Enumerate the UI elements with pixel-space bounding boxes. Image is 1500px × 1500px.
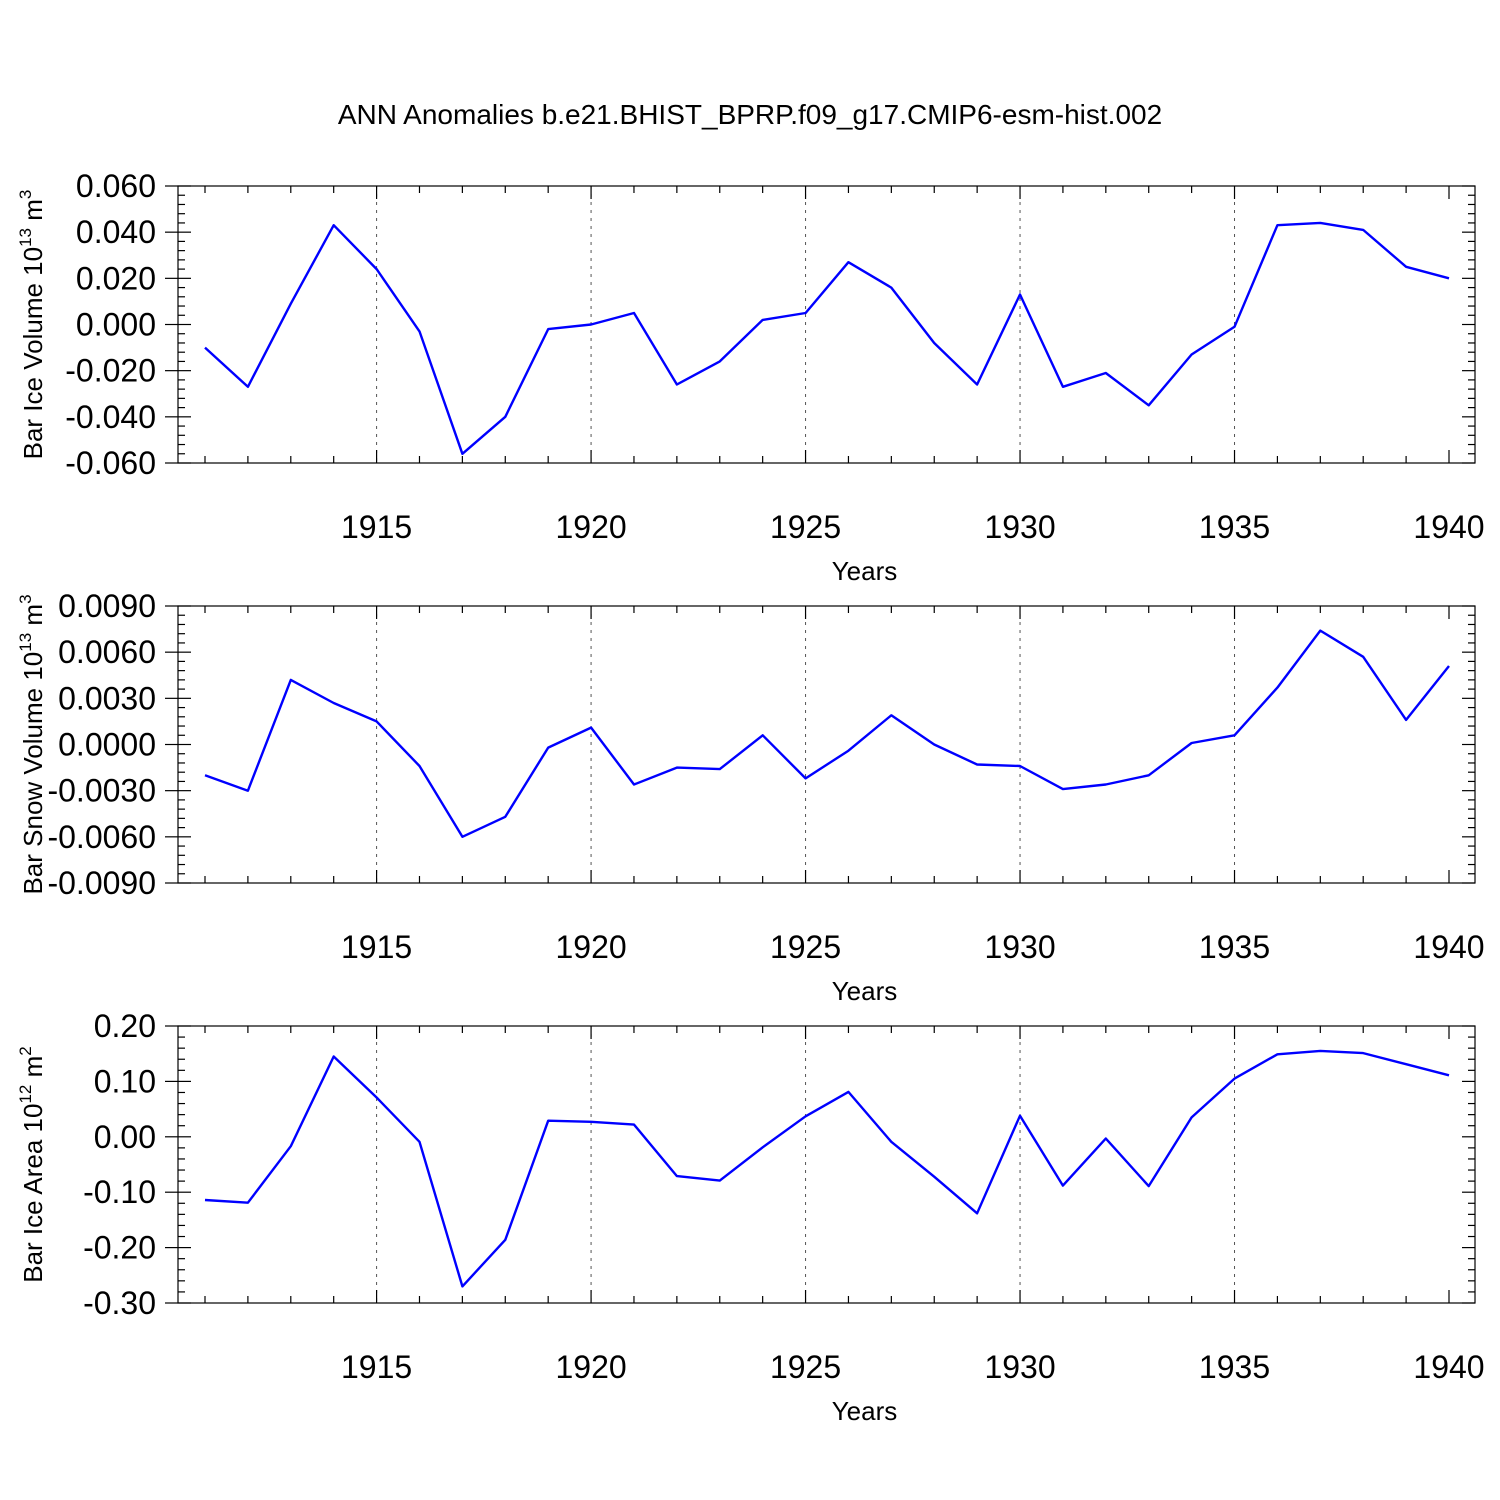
y-tick-label: 0.0090 <box>58 588 156 624</box>
y-axis-label-superscript: 2 <box>16 1046 35 1055</box>
y-tick-label: 0.20 <box>94 1008 156 1044</box>
series-line-ice-volume <box>204 221 1450 455</box>
y-axis-label-superscript: 3 <box>16 190 35 199</box>
x-tick-label: 1930 <box>984 509 1055 545</box>
y-axis-label-text: m <box>18 199 48 228</box>
x-tick-label: 1935 <box>1199 929 1270 965</box>
y-tick-label: 0.000 <box>76 307 156 343</box>
y-tick-label: -0.10 <box>83 1174 156 1210</box>
x-tick-label: 1915 <box>341 1349 412 1385</box>
x-tick-label: 1935 <box>1199 509 1270 545</box>
y-axis-label: Bar Ice Area 1012 m2 <box>16 1046 48 1283</box>
y-axis-label-text: m <box>18 604 48 633</box>
plot-frame-ice-volume <box>177 185 1476 464</box>
x-tick-label: 1920 <box>555 929 626 965</box>
x-axis-label: Years <box>832 1396 898 1426</box>
x-tick-label: 1915 <box>341 929 412 965</box>
y-tick-label: -0.0060 <box>47 819 156 855</box>
y-tick-label: -0.30 <box>83 1285 156 1321</box>
y-axis-label-superscript: 3 <box>16 594 35 603</box>
x-tick-label: 1925 <box>770 1349 841 1385</box>
y-tick-label: 0.0060 <box>58 634 156 670</box>
x-tick-label: 1940 <box>1413 929 1484 965</box>
panel-snow-volume: 1915 1920 1925 1930 1935 1940 0.0090 0.0060 0.00… <box>16 588 1485 1006</box>
y-axis-label-superscript: 13 <box>16 633 35 652</box>
y-axis-label-text: Bar Ice Area 10 <box>18 1104 48 1283</box>
x-tick-label: 1930 <box>984 1349 1055 1385</box>
series-line-ice-area <box>204 1049 1450 1288</box>
panel-ice-volume: 1915 1920 1925 1930 1935 1940 0.060 0.040 0.020 0… <box>16 168 1485 586</box>
x-tick-label: 1925 <box>770 509 841 545</box>
x-tick-label: 1940 <box>1413 509 1484 545</box>
figure-title: ANN Anomalies b.e21.BHIST_BPRP.f09_g17.C… <box>338 99 1162 130</box>
y-tick-label: -0.020 <box>65 353 156 389</box>
y-axis-label: Bar Snow Volume 1013 m3 <box>16 594 48 894</box>
x-tick-label: 1935 <box>1199 1349 1270 1385</box>
x-axis-label: Years <box>832 976 898 1006</box>
y-tick-label: -0.040 <box>65 399 156 435</box>
x-tick-label: 1940 <box>1413 1349 1484 1385</box>
y-axis-label-text: Bar Snow Volume 10 <box>18 652 48 895</box>
series-line-snow-volume <box>204 629 1450 838</box>
y-tick-label: -0.0090 <box>47 865 156 901</box>
x-axis-label: Years <box>832 556 898 586</box>
y-tick-label: 0.020 <box>76 260 156 296</box>
plot-frame-snow-volume <box>177 605 1476 884</box>
y-tick-label: 0.00 <box>94 1119 156 1155</box>
y-tick-label: -0.060 <box>65 445 156 481</box>
y-tick-label: -0.0030 <box>47 773 156 809</box>
plot-frame-ice-area <box>177 1025 1476 1304</box>
y-tick-label: 0.10 <box>94 1063 156 1099</box>
y-axis-label-text: Bar Ice Volume 10 <box>18 247 48 459</box>
x-tick-label: 1925 <box>770 929 841 965</box>
x-tick-label: 1920 <box>555 509 626 545</box>
y-tick-label: 0.060 <box>76 168 156 204</box>
y-axis-label: Bar Ice Volume 1013 m3 <box>16 190 48 460</box>
y-tick-label: 0.0030 <box>58 680 156 716</box>
y-tick-label: -0.20 <box>83 1230 156 1266</box>
x-tick-label: 1915 <box>341 509 412 545</box>
y-axis-label-superscript: 12 <box>16 1085 35 1104</box>
y-axis-label-text: m <box>18 1056 48 1085</box>
x-tick-label: 1920 <box>555 1349 626 1385</box>
x-tick-label: 1930 <box>984 929 1055 965</box>
panel-ice-area: 1915 1920 1925 1930 1935 1940 0.20 0.10 0.00 -0.1… <box>16 1008 1485 1426</box>
y-tick-label: 0.0000 <box>58 727 156 763</box>
y-tick-label: 0.040 <box>76 214 156 250</box>
y-axis-label-superscript: 13 <box>16 228 35 247</box>
